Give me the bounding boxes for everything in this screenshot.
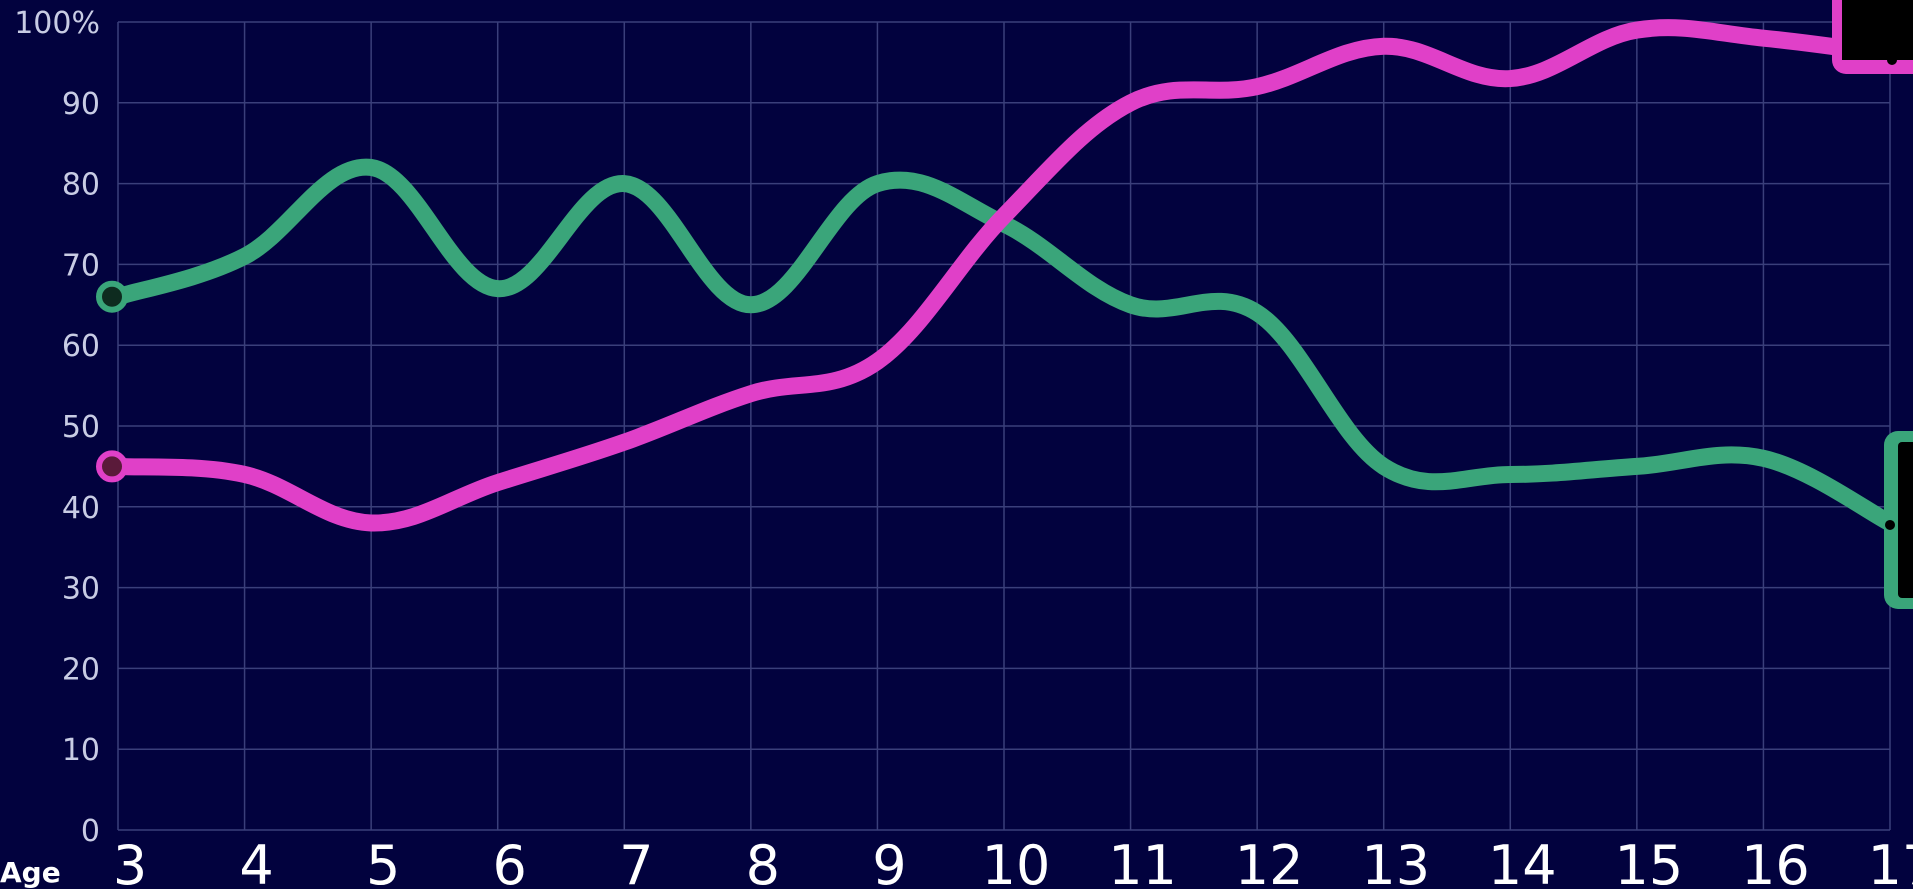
x-tick-label: 17 [1868,834,1913,889]
x-tick-label: 11 [1108,834,1177,889]
data-point [1382,44,1386,48]
data-point [1255,311,1259,315]
x-tick-label: 9 [872,834,906,889]
data-point [875,359,879,363]
x-axis-label: Age [0,856,61,889]
x-tick-label: 3 [113,834,147,889]
y-tick-label: 80 [62,168,100,203]
tablet-device-screen [1842,0,1913,60]
data-point [1508,77,1512,81]
x-tick-label: 6 [493,834,527,889]
x-tick-label: 4 [239,834,273,889]
data-point [1761,36,1765,40]
y-tick-label: 100% [14,6,100,41]
y-tick-label: 60 [62,329,100,364]
y-axis-ticks: 0 10 20 30 40 50 60 70 80 90 100% [14,6,100,849]
phone-device-button [1885,519,1895,530]
y-tick-label: 90 [62,87,100,122]
data-point [749,392,753,396]
data-point [1129,303,1133,307]
y-tick-label: 20 [62,652,100,687]
y-tick-label: 30 [62,572,100,607]
y-tick-label: 70 [62,248,100,283]
series-line-1 [109,158,1899,532]
x-tick-label: 10 [982,834,1051,889]
data-point [243,254,247,258]
data-point [369,165,373,169]
line-end-devices [1832,0,1913,609]
y-tick-label: 10 [62,733,100,768]
x-tick-label: 7 [619,834,653,889]
series-line-2 [109,19,1899,532]
tablet-device-button [1887,55,1897,65]
data-point [1761,456,1765,460]
data-point [369,521,373,525]
x-tick-label: 14 [1488,834,1557,889]
x-tick-label: 16 [1741,834,1810,889]
x-tick-label: 15 [1614,834,1683,889]
data-point [1002,214,1006,218]
data-point [1382,464,1386,468]
y-tick-label: 50 [62,410,100,445]
data-point [1635,28,1639,32]
data-point [496,287,500,291]
grid-lines [117,21,1891,831]
y-tick-label: 40 [62,491,100,526]
y-tick-label: 0 [81,814,100,849]
x-tick-label: 5 [366,834,400,889]
data-point [875,182,879,186]
x-tick-label: 12 [1235,834,1304,889]
x-tick-label: 13 [1361,834,1430,889]
data-point [243,472,247,476]
series-start-marker [96,450,128,483]
x-tick-label: 8 [746,834,780,889]
data-point [1129,101,1133,105]
data-point [1255,85,1259,89]
data-point [1508,472,1512,476]
x-axis-ticks: 3 4 5 6 7 8 9 10 11 12 13 14 15 16 17 [113,834,1913,889]
series-start-marker [96,280,128,313]
data-point [622,182,626,186]
data-point [1635,464,1639,468]
data-point [496,481,500,485]
data-point [622,440,626,444]
phone-device-screen [1898,442,1913,598]
series-lines [96,19,1899,532]
data-point [749,303,753,307]
